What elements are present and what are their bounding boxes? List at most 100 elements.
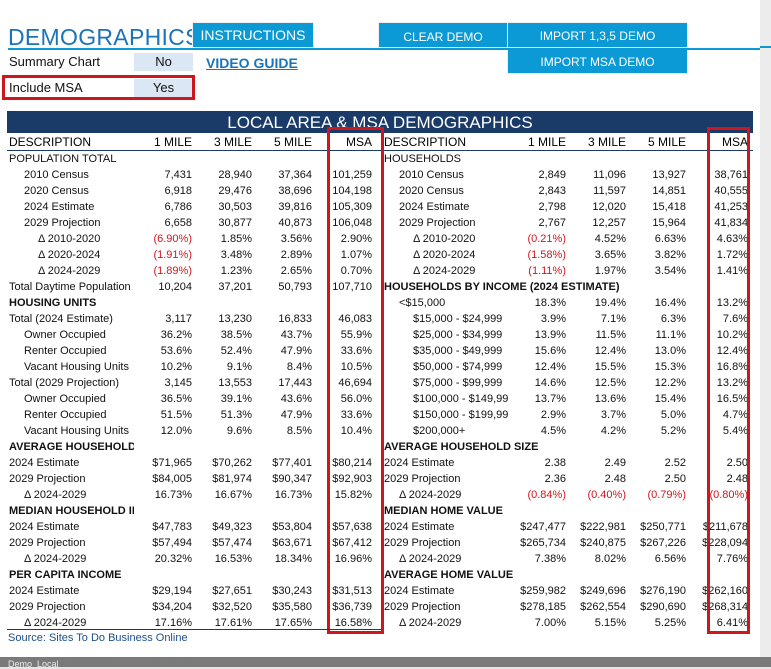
table-cell: 1.23%: [220, 265, 252, 277]
table-cell: 2.48: [604, 473, 626, 485]
section-title: AVERAGE HOUSEHOLD INCOME: [9, 441, 134, 453]
import-135-demo-button[interactable]: IMPORT 1,3,5 DEMO: [507, 22, 688, 48]
table-cell: 53.6%: [160, 345, 192, 357]
table-cell: 6.41%: [716, 617, 748, 629]
table-cell: 16.4%: [654, 297, 686, 309]
table-cell: $80,214: [332, 457, 372, 469]
instructions-button[interactable]: INSTRUCTIONS: [192, 22, 314, 48]
table-cell: 2.52: [664, 457, 686, 469]
section-title: HOUSEHOLDS BY INCOME (2024 ESTIMATE): [384, 281, 620, 293]
table-cell: 10.5%: [340, 361, 372, 373]
row-label: 2029 Projection: [9, 601, 86, 613]
table-cell: 41,253: [714, 201, 748, 213]
table-cell: 2.65%: [280, 265, 312, 277]
section-title: AVERAGE HOUSEHOLD SIZE: [384, 441, 539, 453]
table-cell: 46,694: [338, 377, 372, 389]
video-guide-link[interactable]: VIDEO GUIDE: [206, 55, 298, 71]
table-cell: 2.36: [544, 473, 566, 485]
table-cell: $77,401: [272, 457, 312, 469]
row-label: Total (2029 Projection): [9, 377, 120, 389]
header-label-col: 3 MILE: [587, 135, 626, 149]
row-label: Δ 2024-2029: [413, 265, 476, 277]
summary-chart-value[interactable]: No: [134, 53, 193, 71]
table-cell: 10.4%: [340, 425, 372, 437]
header-label-col: 5 MILE: [647, 135, 686, 149]
table-cell: $57,494: [152, 537, 192, 549]
table-cell: 3.7%: [600, 409, 626, 421]
table-cell: 2.49: [604, 457, 626, 469]
table-cell: 13,230: [218, 313, 252, 325]
table-cell: 10,204: [158, 281, 192, 293]
row-label: 2024 Estimate: [9, 521, 80, 533]
table-cell: $262,160: [702, 585, 748, 597]
table-cell: 20.32%: [154, 553, 192, 565]
row-label: 2029 Projection: [384, 473, 461, 485]
table-cell: $29,194: [152, 585, 192, 597]
table-cell: 11,096: [593, 169, 626, 181]
table-cell: 41,834: [714, 217, 748, 229]
table-cell: 14,851: [652, 185, 686, 197]
header-label-col: 3 MILE: [213, 135, 252, 149]
table-cell: (1.58%): [527, 249, 566, 261]
table-cell: 15.5%: [594, 361, 626, 373]
table-cell: 12.4%: [594, 345, 626, 357]
table-cell: 15.4%: [654, 393, 686, 405]
table-cell: 15.82%: [334, 489, 372, 501]
include-msa-value[interactable]: Yes: [134, 79, 193, 97]
table-cell: $249,696: [580, 585, 626, 597]
table-cell: 17.16%: [154, 617, 192, 629]
sheet-tab[interactable]: Demo_Local: [8, 659, 59, 669]
table-cell: 15,418: [652, 201, 686, 213]
table-cell: $265,734: [520, 537, 566, 549]
table-cell: (0.40%): [587, 489, 626, 501]
table-cell: 2,849: [538, 169, 566, 181]
table-cell: 3.9%: [540, 313, 566, 325]
table-cell: 106,048: [332, 217, 372, 229]
table-cell: 2.50: [664, 473, 686, 485]
table-cell: (0.21%): [527, 233, 566, 245]
table-cell: 6,918: [164, 185, 192, 197]
table-cell: 105,309: [332, 201, 372, 213]
table-cell: 13.7%: [534, 393, 566, 405]
table-cell: 4.5%: [540, 425, 566, 437]
table-cell: $90,347: [272, 473, 312, 485]
row-label: 2029 Projection: [9, 537, 86, 549]
row-label: Total Daytime Population: [9, 281, 131, 293]
table-cell: 16.96%: [334, 553, 372, 565]
header-label-description: DESCRIPTION: [9, 135, 92, 149]
table-cell: 4.2%: [600, 425, 626, 437]
row-label: Δ 2024-2029: [24, 553, 87, 565]
row-label: 2024 Estimate: [384, 457, 455, 469]
section-title: HOUSING UNITS: [9, 297, 97, 309]
row-label: $35,000 - $49,999: [413, 345, 503, 357]
row-label: Owner Occupied: [24, 329, 106, 341]
table-cell: $276,190: [640, 585, 686, 597]
table-cell: $47,783: [152, 521, 192, 533]
table-cell: 18.34%: [274, 553, 312, 565]
table-cell: (0.84%): [527, 489, 566, 501]
clear-demo-button[interactable]: CLEAR DEMO: [378, 22, 508, 48]
table-cell: 4.63%: [716, 233, 748, 245]
table-cell: $71,965: [152, 457, 192, 469]
table-cell: 7.6%: [722, 313, 748, 325]
row-label: $75,000 - $99,999: [413, 377, 503, 389]
row-label: 2010 Census: [399, 169, 464, 181]
row-label: 2024 Estimate: [399, 201, 470, 213]
table-cell: 7.38%: [534, 553, 566, 565]
row-label: Δ 2024-2029: [399, 617, 462, 629]
table-cell: 12.2%: [654, 377, 686, 389]
table-cell: 55.9%: [340, 329, 372, 341]
row-label: Δ 2020-2024: [38, 249, 101, 261]
table-cell: $92,903: [332, 473, 372, 485]
include-msa-highlight: [2, 75, 195, 100]
import-msa-demo-button[interactable]: IMPORT MSA DEMO: [507, 48, 688, 74]
table-cell: $67,412: [332, 537, 372, 549]
right-scroll-strip: [760, 0, 771, 657]
section-title: HOUSEHOLDS: [384, 153, 462, 165]
table-cell: 2.38: [544, 457, 566, 469]
include-msa-label: Include MSA: [9, 80, 83, 95]
row-label: Owner Occupied: [24, 393, 106, 405]
table-cell: 6.56%: [654, 553, 686, 565]
row-label: 2029 Projection: [384, 601, 461, 613]
table-cell: 13.2%: [716, 297, 748, 309]
